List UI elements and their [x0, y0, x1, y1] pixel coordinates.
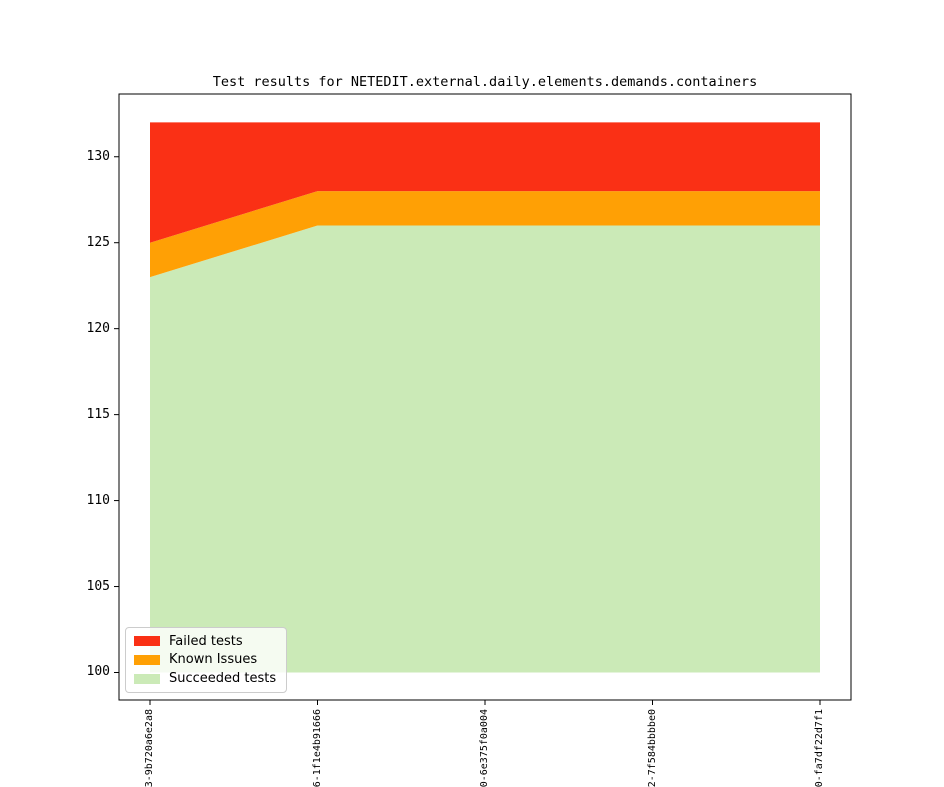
legend-swatch-succeeded-tests — [134, 673, 160, 684]
area-failed-tests — [150, 122, 820, 243]
y-tick-label: 130 — [86, 148, 110, 164]
legend-item-failed-tests: Failed tests — [134, 634, 278, 649]
area-known-issues — [150, 191, 820, 278]
legend-label-known-issues: Known Issues — [169, 652, 258, 668]
legend-swatch-known-issues — [134, 654, 160, 665]
legend-label-failed-tests: Failed tests — [169, 633, 243, 649]
y-tick-label: 110 — [86, 492, 110, 508]
x-tick-label: 2-7f584bbbbe0 — [646, 709, 658, 787]
y-tick-label: 120 — [86, 320, 110, 336]
area-succeeded-tests — [150, 225, 820, 673]
x-tick-label: 3-9b720a6e2a8 — [144, 709, 155, 787]
x-tick-label: 6-1f1e4b91666 — [311, 709, 323, 787]
chart-title: Test results for NETEDIT.external.daily.… — [212, 74, 758, 90]
y-tick-label: 115 — [86, 406, 110, 422]
x-tick-label: 0-6e375f0a004 — [479, 709, 490, 787]
legend-item-succeeded-tests: Succeeded tests — [134, 671, 278, 686]
legend: Failed tests Known Issues Succeeded test… — [125, 627, 287, 693]
y-tick-label: 100 — [86, 664, 110, 680]
y-tick-label: 105 — [86, 578, 110, 594]
legend-item-known-issues: Known Issues — [134, 652, 278, 667]
legend-label-succeeded-tests: Succeeded tests — [169, 671, 277, 687]
y-tick-label: 125 — [86, 234, 110, 250]
x-tick-label: 00-fa7df22d7f1 — [814, 709, 825, 787]
legend-swatch-failed-tests — [134, 636, 160, 647]
